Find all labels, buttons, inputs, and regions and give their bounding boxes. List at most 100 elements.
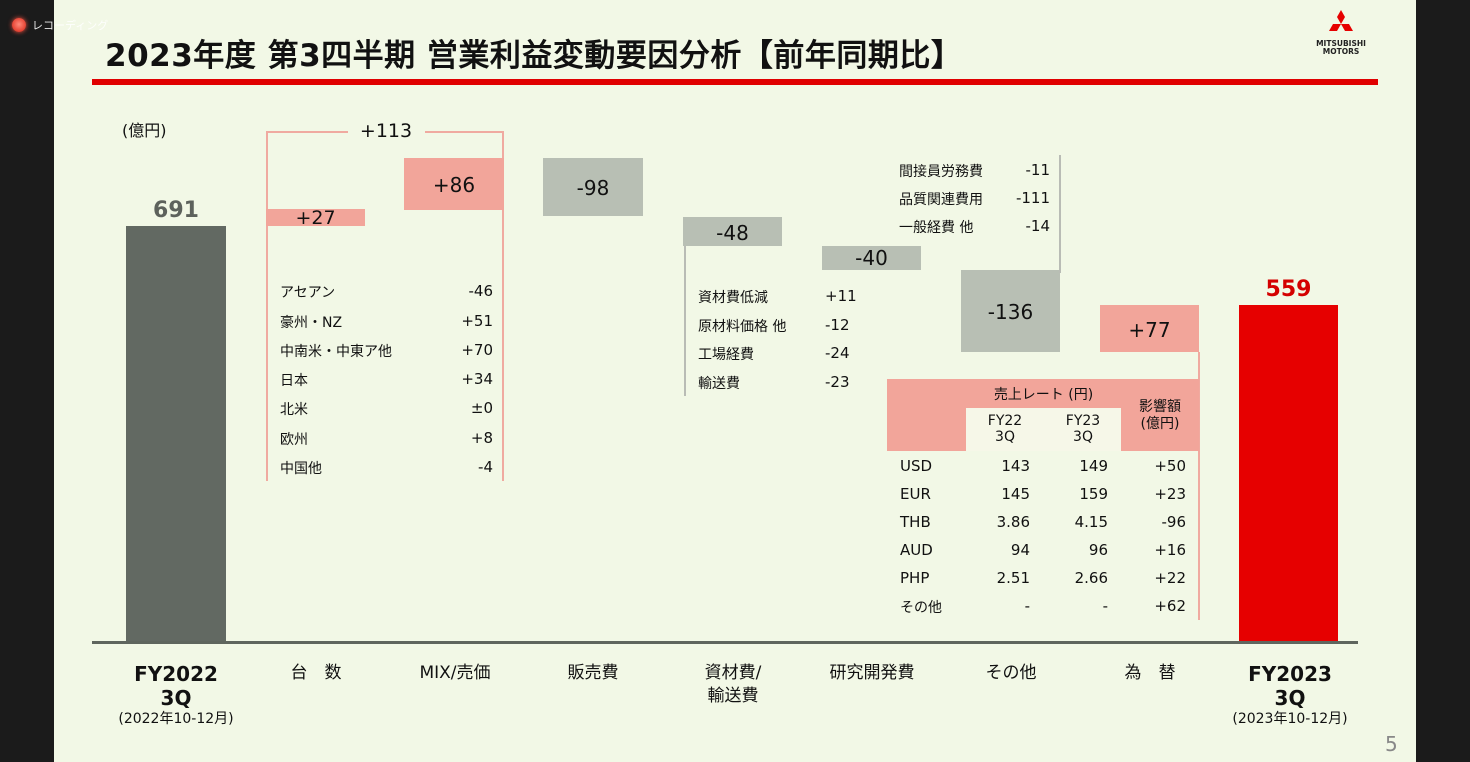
category-line1: FY2023	[1248, 662, 1332, 686]
fx-fy23: 4.15	[1074, 513, 1108, 531]
record-dot-icon	[12, 18, 26, 32]
bar-label-other: -136	[987, 300, 1034, 324]
fx-header-impact: 影響額	[1139, 399, 1181, 415]
fx-fy23: -	[1102, 597, 1108, 615]
breakdown-value: -23	[825, 373, 850, 391]
slide-title: 2023年度 第3四半期 営業利益変動要因分析【前年同期比】	[105, 38, 963, 74]
fx-impact: +62	[1154, 597, 1186, 615]
breakdown-value: -14	[1025, 217, 1051, 235]
fx-impact: -96	[1161, 513, 1187, 531]
fx-fy22: 2.51	[996, 569, 1030, 587]
category-sub: (2023年10-12月)	[1232, 711, 1348, 727]
fx-ccy: USD	[900, 457, 933, 475]
breakdown-label: 北米	[280, 402, 308, 418]
bar-volume	[266, 209, 365, 226]
bar-label-material: -48	[716, 221, 749, 245]
breakdown-value: +8	[470, 429, 493, 447]
category-material: 資材費/ 輸送費	[683, 662, 783, 708]
breakdown-value: -4	[478, 458, 493, 476]
fx-header-fy23: FY23	[1065, 413, 1101, 429]
fx-table-subheader	[966, 408, 1121, 451]
bracket-right	[502, 131, 504, 481]
logo-line1: MITSUBISHI	[1316, 39, 1366, 48]
fx-fy22: 145	[1001, 485, 1030, 503]
title-rule	[92, 79, 1378, 85]
bar-label-fy2022: 691	[153, 198, 199, 223]
bar-mix	[404, 158, 504, 210]
fx-fy23: 2.66	[1074, 569, 1108, 587]
category-selling: 販売費	[567, 663, 619, 683]
bar-fy2023	[1239, 305, 1338, 642]
bar-label-fy2023: 559	[1265, 277, 1312, 302]
bracket-total-label: +113	[359, 120, 413, 142]
breakdown-label: 欧州	[280, 432, 308, 448]
unit-label: (億円)	[122, 121, 167, 140]
fx-fy23: 96	[1088, 541, 1108, 559]
other-bracket-line	[1059, 155, 1061, 273]
breakdown-label: 中南米・中東ア他	[280, 344, 392, 360]
fx-impact: +23	[1154, 485, 1186, 503]
breakdown-label: 豪州・NZ	[280, 315, 343, 331]
breakdown-value: -46	[468, 282, 494, 300]
bar-other	[961, 270, 1060, 352]
breakdown-value: -111	[1015, 189, 1050, 207]
three-diamonds-icon	[1329, 10, 1353, 31]
fx-ccy: THB	[900, 513, 931, 531]
breakdown-value: +70	[461, 341, 493, 359]
breakdown-label: 間接員労務費	[899, 164, 983, 180]
bar-material	[683, 217, 782, 246]
fx-ccy: EUR	[900, 485, 931, 503]
category-mix: MIX/売価	[419, 663, 491, 683]
breakdown-label: アセアン	[280, 285, 336, 301]
bar-label-selling: -98	[576, 176, 610, 200]
fx-ccy: PHP	[900, 569, 930, 587]
bar-selling	[543, 158, 643, 216]
logo-line2: MOTORS	[1322, 47, 1360, 56]
bracket-left	[266, 131, 268, 481]
breakdown-label: 中国他	[280, 461, 322, 477]
breakdown-label: 資材費低減	[698, 290, 768, 306]
recording-indicator: レコーディング	[12, 17, 108, 33]
fx-ccy: AUD	[900, 541, 933, 559]
fx-header-fy22: FY22	[987, 413, 1023, 429]
fx-impact: +50	[1154, 457, 1186, 475]
recording-label: レコーディング	[32, 19, 109, 32]
fx-header-rate: 売上レート (円)	[993, 387, 1094, 403]
bar-fy2022	[126, 226, 226, 642]
breakdown-value: +51	[461, 312, 493, 330]
category-volume: 台 数	[290, 663, 342, 683]
bar-rnd	[822, 246, 921, 270]
bar-fx	[1100, 305, 1199, 352]
bar-label-mix: +86	[432, 173, 476, 197]
category-line1: 資材費/	[704, 663, 762, 683]
bar-label-rnd: -40	[855, 246, 888, 270]
breakdown-label: 一般経費 他	[899, 220, 974, 236]
breakdown-value: -12	[825, 316, 850, 334]
fx-header-fy22-q: 3Q	[995, 429, 1015, 445]
breakdown-value: ±0	[470, 399, 493, 417]
fx-impact: +22	[1154, 569, 1186, 587]
fx-bracket-line	[1198, 352, 1200, 620]
fx-header-fy23-q: 3Q	[1073, 429, 1093, 445]
breakdown-value: -11	[1025, 161, 1051, 179]
category-line2: 3Q	[1274, 686, 1306, 710]
fx-fy23: 159	[1079, 485, 1108, 503]
fx-ccy: その他	[900, 600, 942, 616]
fx-fy22: 143	[1001, 457, 1030, 475]
category-fx: 為 替	[1124, 663, 1176, 683]
category-other: その他	[985, 663, 1037, 683]
bar-label-fx: +77	[1128, 318, 1171, 342]
category-line2: 3Q	[160, 686, 192, 710]
category-sub: (2022年10-12月)	[118, 711, 234, 727]
mitsubishi-logo: MITSUBISHI MOTORS	[1310, 10, 1372, 56]
bracket-top-left	[266, 131, 348, 133]
fx-fy22: -	[1024, 597, 1030, 615]
fx-fy22: 94	[1010, 541, 1030, 559]
category-rnd: 研究開発費	[829, 663, 915, 683]
breakdown-value: +11	[825, 287, 857, 305]
x-axis	[92, 641, 1358, 644]
breakdown-value: -24	[825, 344, 850, 362]
breakdown-label: 工場経費	[698, 347, 754, 363]
breakdown-label: 品質関連費用	[899, 192, 983, 208]
breakdown-label: 輸送費	[698, 376, 740, 392]
